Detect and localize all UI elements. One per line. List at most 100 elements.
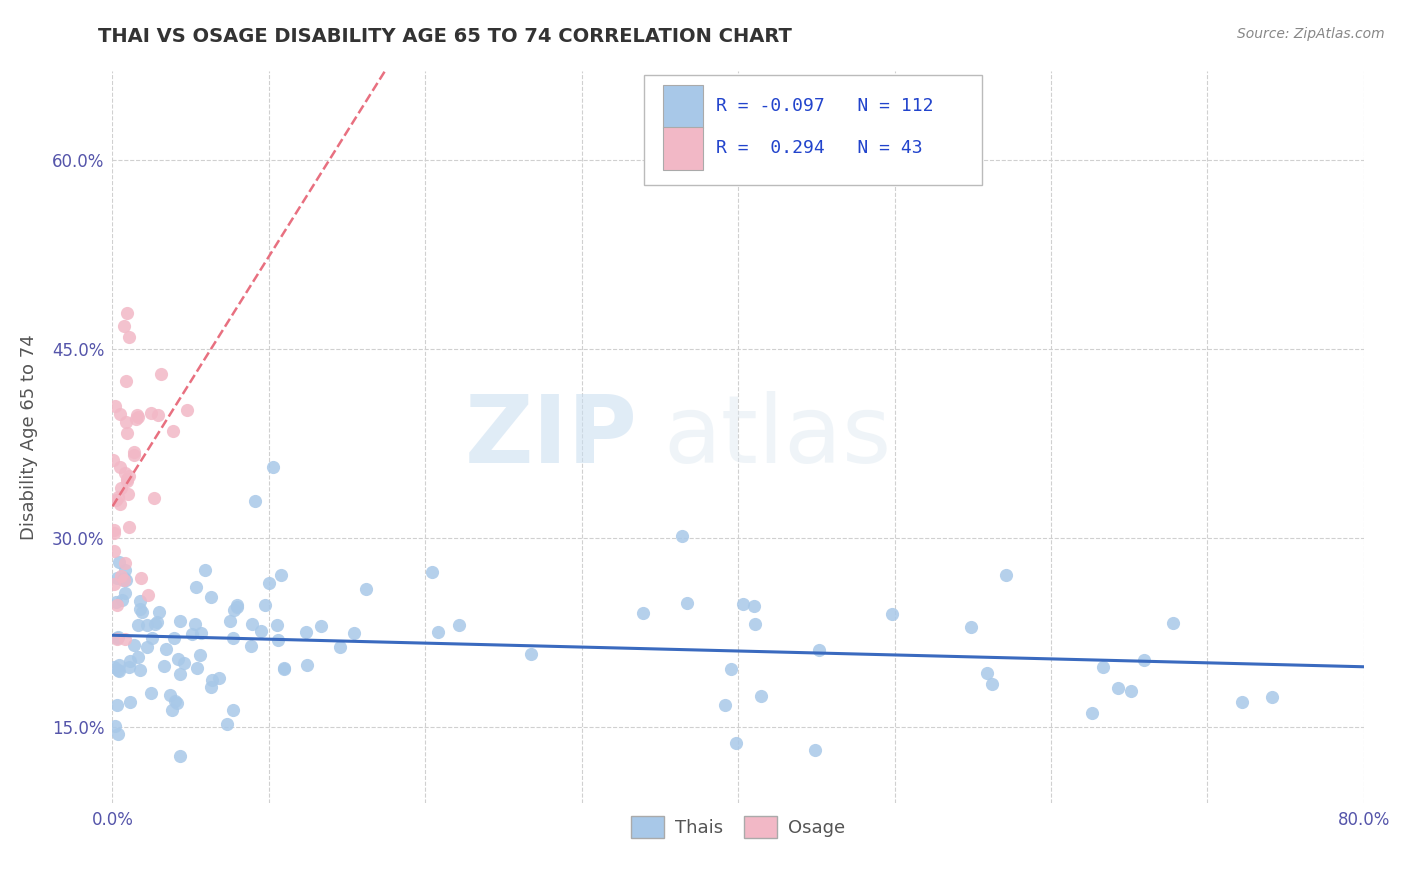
Point: [1261, 690, 1284, 705]
Point: [239, 640, 262, 654]
Point: [114, 563, 136, 577]
Point: [426, 625, 449, 640]
Point: [150, 368, 173, 382]
Point: [742, 599, 765, 613]
Point: [112, 573, 135, 587]
Point: [114, 585, 136, 599]
Point: [254, 598, 277, 612]
Point: [960, 620, 983, 634]
Point: [273, 661, 295, 675]
Point: [250, 624, 273, 638]
Point: [103, 524, 125, 538]
Point: [190, 648, 212, 662]
Point: [115, 573, 138, 587]
Point: [135, 640, 157, 654]
Point: [128, 601, 150, 615]
Point: [129, 594, 152, 608]
Point: [882, 607, 904, 622]
Point: [240, 616, 263, 631]
Point: [110, 568, 132, 582]
Point: [169, 748, 191, 763]
Point: [631, 606, 654, 620]
Point: [180, 626, 202, 640]
Point: [122, 639, 145, 653]
Point: [160, 703, 183, 717]
Point: [115, 374, 138, 388]
Point: [112, 573, 135, 587]
Text: Source: ZipAtlas.com: Source: ZipAtlas.com: [1237, 27, 1385, 41]
Point: [122, 444, 145, 458]
Point: [519, 647, 541, 661]
Point: [117, 305, 139, 319]
Point: [354, 582, 377, 596]
Point: [1091, 660, 1114, 674]
Point: [222, 603, 245, 617]
Point: [118, 520, 141, 534]
Point: [176, 403, 198, 417]
Point: [295, 658, 318, 673]
Point: [262, 459, 284, 474]
Point: [103, 526, 125, 541]
Point: [108, 664, 131, 678]
Point: [111, 593, 134, 607]
Point: [107, 663, 129, 677]
Y-axis label: Disability Age 65 to 74: Disability Age 65 to 74: [20, 334, 38, 540]
FancyBboxPatch shape: [664, 85, 703, 128]
Point: [103, 577, 125, 591]
Point: [141, 686, 163, 700]
Point: [127, 649, 149, 664]
Point: [122, 448, 145, 462]
Point: [807, 643, 830, 657]
Legend: Thais, Osage: Thais, Osage: [624, 808, 852, 845]
Point: [104, 595, 127, 609]
Point: [105, 492, 128, 507]
Point: [118, 654, 141, 668]
Point: [257, 576, 280, 591]
Point: [1081, 706, 1104, 721]
Point: [115, 426, 138, 441]
Point: [107, 726, 129, 740]
Point: [105, 571, 128, 585]
Point: [208, 671, 231, 685]
Point: [103, 544, 125, 558]
Point: [118, 695, 141, 709]
Point: [107, 630, 129, 644]
Point: [676, 597, 699, 611]
Point: [725, 736, 748, 750]
Point: [162, 424, 184, 438]
Point: [273, 662, 295, 676]
Point: [295, 624, 318, 639]
Point: [105, 598, 128, 612]
Point: [108, 407, 131, 421]
Point: [976, 666, 998, 681]
FancyBboxPatch shape: [664, 127, 703, 169]
Point: [343, 626, 366, 640]
Point: [1133, 652, 1156, 666]
Point: [110, 460, 132, 475]
Point: [107, 632, 129, 646]
Text: THAI VS OSAGE DISABILITY AGE 65 TO 74 CORRELATION CHART: THAI VS OSAGE DISABILITY AGE 65 TO 74 CO…: [98, 27, 793, 45]
Point: [110, 482, 132, 496]
Point: [107, 490, 129, 504]
Point: [225, 599, 247, 613]
Point: [184, 617, 207, 632]
Point: [311, 618, 333, 632]
Point: [108, 658, 131, 673]
Point: [114, 556, 136, 570]
Point: [141, 632, 163, 646]
Point: [226, 600, 249, 615]
Point: [186, 661, 208, 675]
FancyBboxPatch shape: [644, 75, 983, 185]
Point: [266, 618, 288, 632]
Point: [139, 406, 162, 420]
Point: [146, 408, 169, 422]
Point: [243, 494, 266, 508]
Text: atlas: atlas: [664, 391, 891, 483]
Point: [153, 659, 176, 673]
Point: [1119, 683, 1142, 698]
Point: [118, 468, 141, 483]
Point: [142, 491, 165, 505]
Point: [112, 318, 135, 333]
Point: [267, 633, 290, 648]
Point: [128, 664, 150, 678]
